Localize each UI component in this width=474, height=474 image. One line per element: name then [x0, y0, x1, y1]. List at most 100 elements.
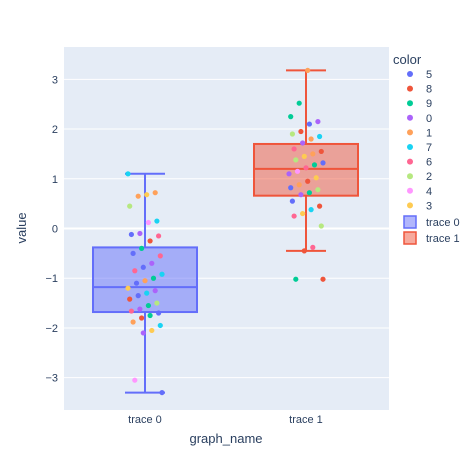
- data-point: [154, 300, 160, 306]
- legend-item-color-9[interactable]: 9: [407, 98, 432, 110]
- legend-label: 3: [426, 200, 432, 212]
- data-point: [296, 182, 302, 188]
- data-point: [144, 192, 150, 198]
- data-point: [301, 248, 307, 254]
- data-point: [298, 192, 304, 198]
- data-point: [311, 162, 318, 168]
- legend-item-color-1[interactable]: 1: [407, 127, 432, 139]
- legend-marker: [407, 173, 413, 180]
- legend-box-marker: [403, 231, 417, 245]
- data-point: [137, 230, 143, 237]
- legend-label: trace 0: [426, 217, 460, 229]
- data-point: [157, 322, 163, 329]
- legend-label: trace 1: [426, 233, 460, 245]
- data-point: [305, 178, 311, 184]
- data-point: [308, 136, 314, 142]
- legend-label: 6: [426, 157, 432, 169]
- data-point: [288, 114, 294, 120]
- legend-marker: [407, 71, 413, 77]
- data-point: [154, 218, 160, 224]
- legend-item-trace-1[interactable]: trace 1: [403, 231, 460, 245]
- data-point: [301, 153, 307, 159]
- legend-item-color-3[interactable]: 3: [407, 200, 432, 212]
- legend-marker: [407, 202, 413, 209]
- data-point: [130, 250, 136, 256]
- x-axis-title: graph_name: [190, 431, 263, 446]
- data-point: [125, 171, 131, 177]
- x-tick-labels: trace 0 trace 1: [128, 414, 323, 426]
- data-point: [317, 133, 323, 140]
- data-point: [149, 327, 155, 334]
- legend-label: 4: [426, 186, 432, 198]
- data-point: [300, 140, 306, 146]
- y-tick-label: −1: [45, 273, 58, 285]
- legend-label: 9: [426, 98, 432, 110]
- data-point: [140, 330, 146, 336]
- data-point: [152, 288, 158, 294]
- legend-item-color-5[interactable]: 5: [407, 69, 432, 81]
- data-point: [139, 245, 145, 251]
- data-point: [305, 67, 311, 73]
- data-point: [145, 219, 151, 226]
- data-point: [147, 238, 153, 244]
- legend-title: color: [393, 52, 422, 67]
- data-point: [289, 131, 295, 137]
- data-point: [310, 151, 316, 157]
- legend-item-color-7[interactable]: 7: [407, 142, 432, 154]
- data-point: [286, 171, 292, 177]
- data-point: [159, 271, 165, 277]
- data-point: [315, 118, 321, 125]
- data-point: [306, 190, 312, 196]
- data-point: [130, 319, 136, 325]
- y-tick-label: 1: [52, 174, 58, 186]
- data-point: [310, 244, 316, 250]
- legend-marker: [407, 85, 413, 92]
- legend-item-color-2[interactable]: 2: [407, 171, 432, 183]
- data-point: [300, 210, 306, 217]
- y-tick-label: 3: [52, 74, 58, 86]
- legend-marker: [407, 158, 413, 165]
- data-point: [317, 203, 323, 209]
- data-point: [145, 302, 151, 309]
- legend[interactable]: color 5 8 9 0 1 7 6 2 4 3 trace 0 trace 1: [393, 52, 460, 245]
- y-tick-label: 2: [52, 124, 58, 136]
- x-tick-label: trace 0: [128, 414, 162, 426]
- data-point: [318, 223, 324, 229]
- y-tick-label: −3: [45, 373, 58, 385]
- data-point: [135, 293, 141, 299]
- data-point: [293, 157, 299, 163]
- legend-label: 2: [426, 171, 432, 183]
- legend-label: 7: [426, 142, 432, 154]
- data-point: [127, 296, 133, 302]
- legend-label: 8: [426, 84, 432, 96]
- data-point: [315, 187, 321, 193]
- legend-marker: [407, 129, 413, 136]
- data-point: [320, 160, 326, 166]
- legend-item-color-0[interactable]: 0: [407, 113, 432, 125]
- data-point: [139, 315, 145, 321]
- data-point: [298, 128, 304, 135]
- data-point: [149, 260, 155, 266]
- legend-item-trace-0[interactable]: trace 0: [403, 215, 460, 229]
- data-point: [294, 168, 301, 174]
- data-point: [318, 148, 324, 155]
- data-point: [128, 308, 134, 314]
- legend-marker: [407, 187, 413, 194]
- data-point: [291, 213, 297, 219]
- data-points: [125, 67, 326, 396]
- legend-item-color-6[interactable]: 6: [407, 157, 432, 169]
- legend-item-color-8[interactable]: 8: [407, 84, 432, 96]
- data-point: [291, 146, 297, 152]
- data-point: [296, 100, 302, 106]
- data-point: [137, 306, 143, 312]
- data-point: [289, 198, 295, 204]
- data-point: [308, 207, 314, 213]
- data-point: [157, 253, 163, 259]
- legend-item-color-4[interactable]: 4: [407, 186, 432, 198]
- data-point: [159, 389, 165, 396]
- y-tick-label: −2: [45, 323, 58, 335]
- legend-marker: [407, 144, 413, 150]
- data-point: [156, 310, 162, 316]
- grid-lines: [64, 78, 389, 379]
